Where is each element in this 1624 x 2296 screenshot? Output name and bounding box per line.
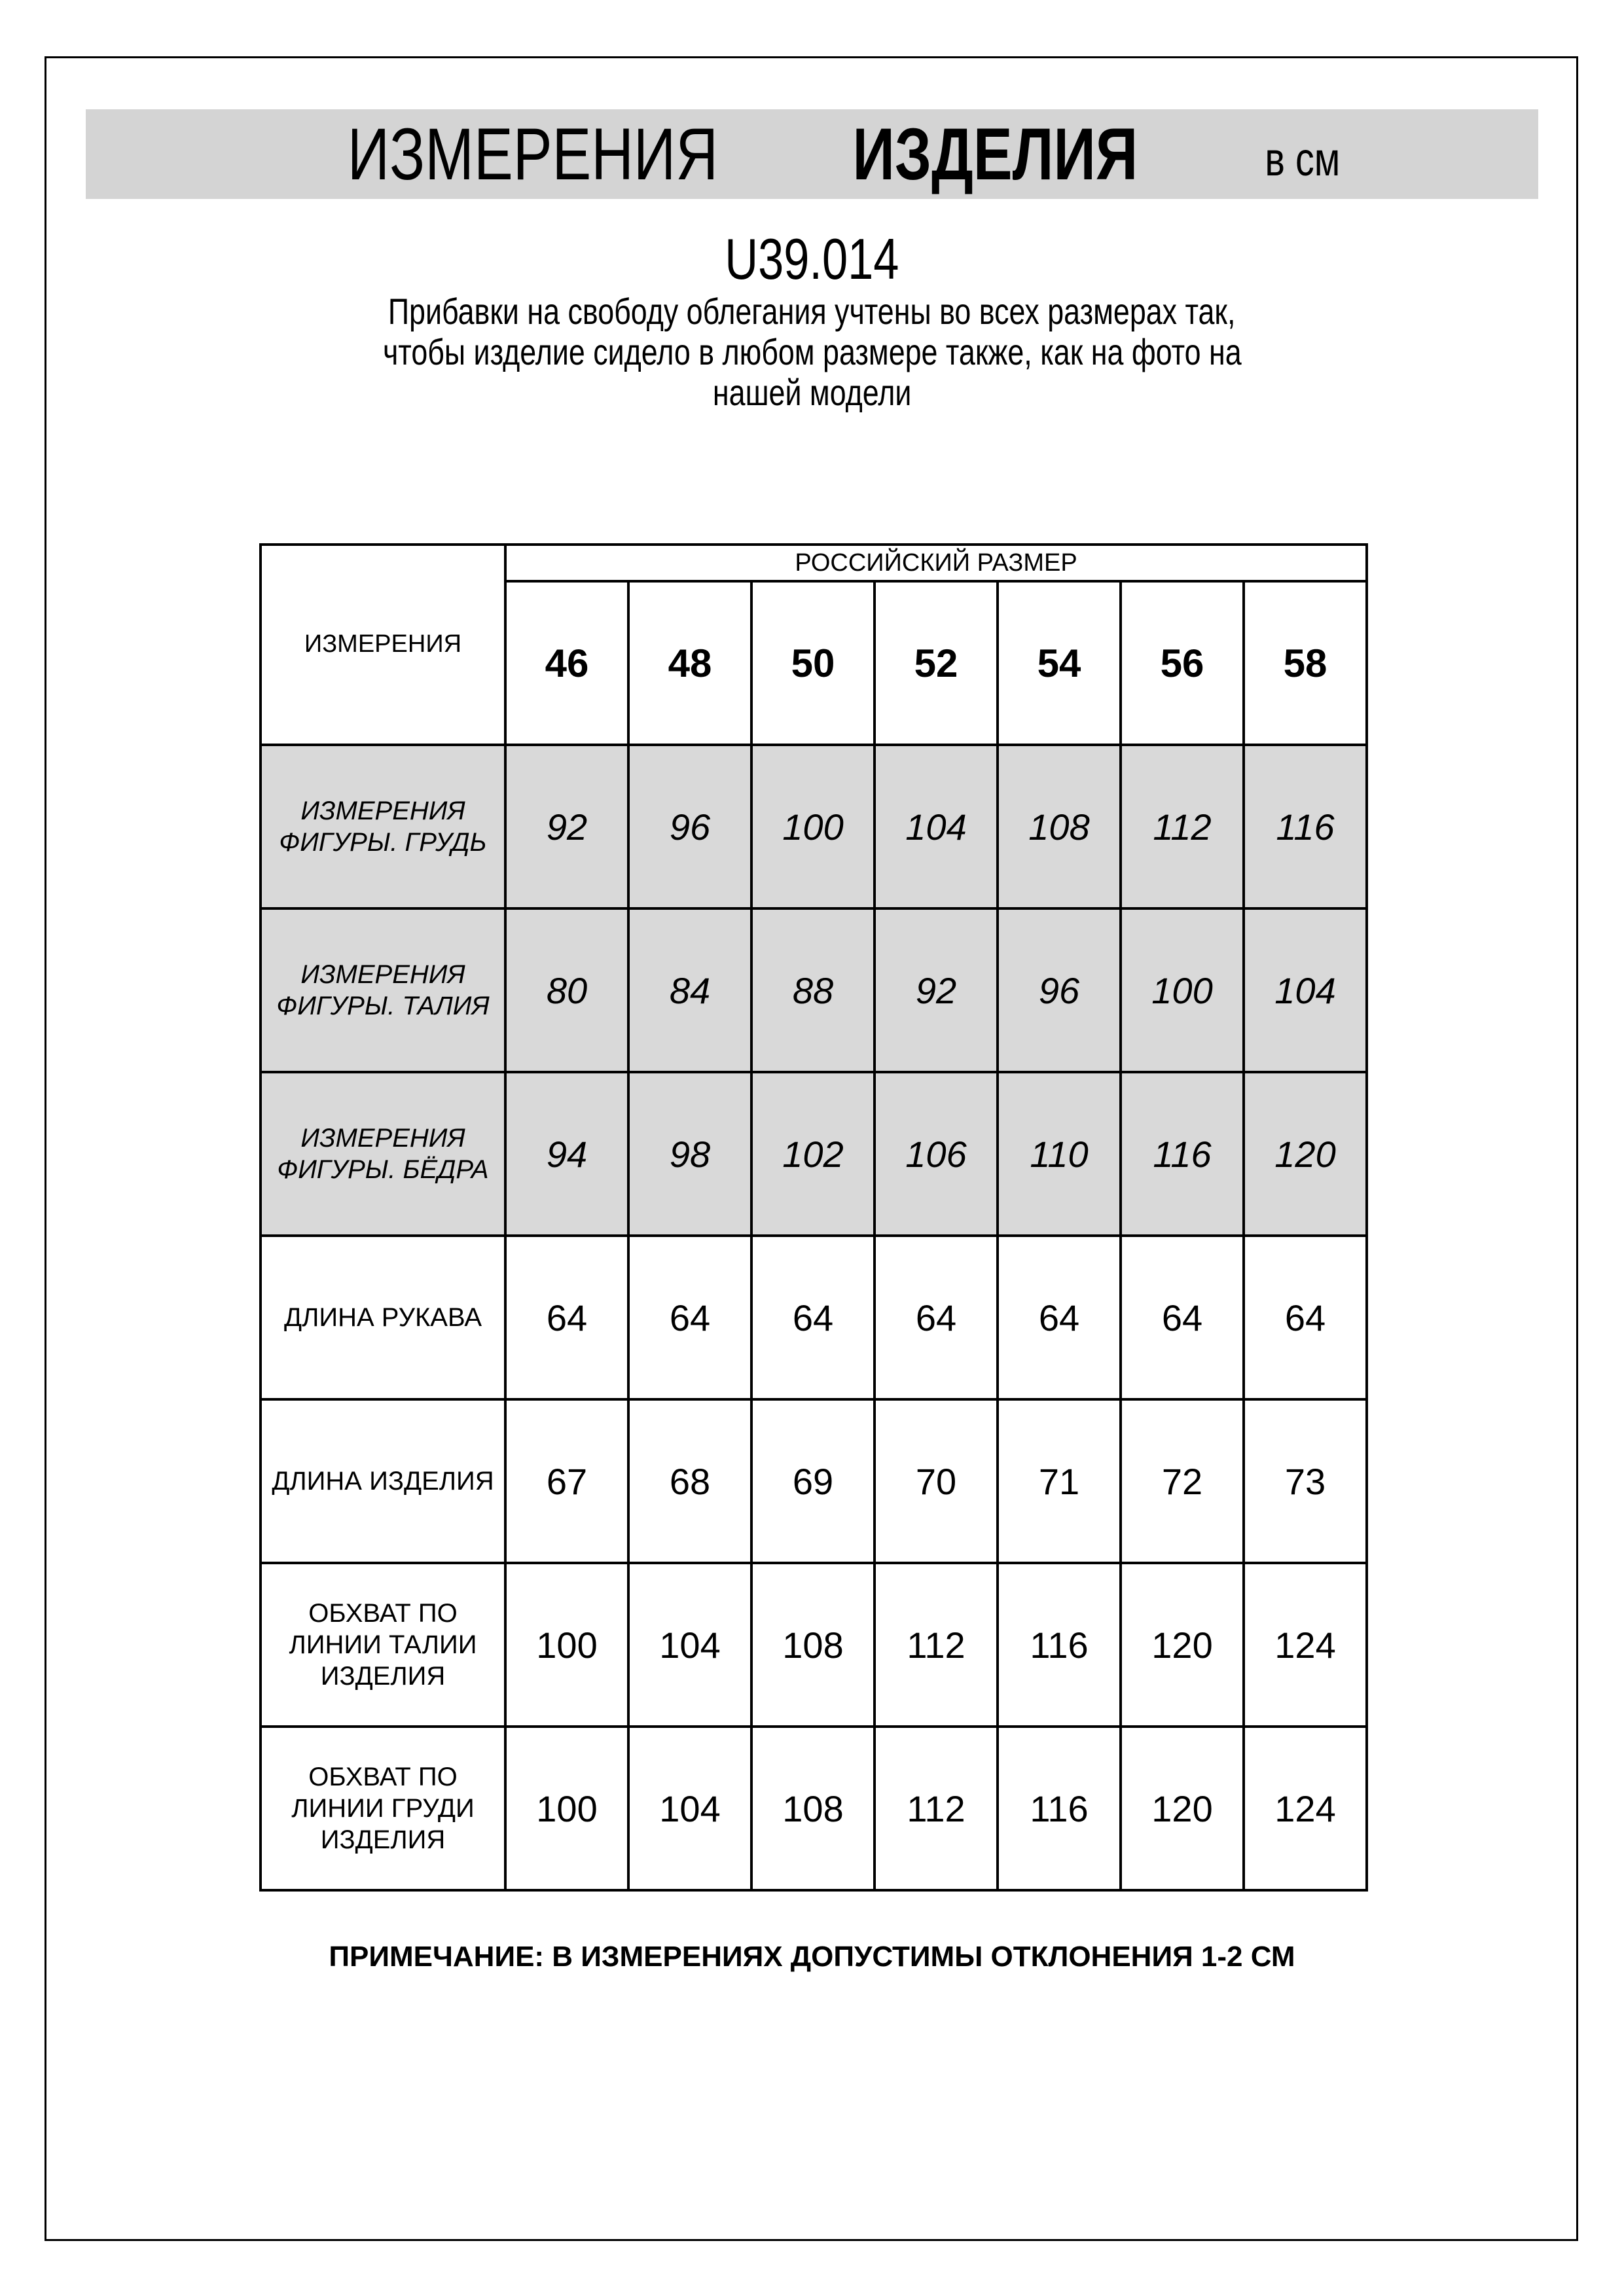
table-cell: 69 (750, 1398, 876, 1564)
table-cell: 104 (627, 1725, 753, 1892)
header-row: ИЗМЕРЕНИЯ РОССИЙСКИЙ РАЗМЕР (259, 543, 1368, 746)
description-text: Прибавки на свободу облегания учтены во … (388, 291, 1236, 332)
size-header: 46 (504, 580, 630, 746)
table-cell: 71 (996, 1398, 1122, 1564)
table-cell: 112 (1119, 744, 1245, 910)
table-cell: 110 (996, 1071, 1122, 1237)
title-measurements: ИЗМЕРЕНИЯ (301, 118, 759, 191)
size-group-label: РОССИЙСКИЙ РАЗМЕР (504, 543, 1368, 583)
table-cell: 96 (627, 744, 753, 910)
size-header: 54 (996, 580, 1122, 746)
table-cell: 102 (750, 1071, 876, 1237)
article-code: U39.014 (0, 230, 1624, 288)
description-line-1: Прибавки на свободу облегания учтены во … (0, 293, 1624, 330)
table-cell: 100 (750, 744, 876, 910)
table-cell: 116 (996, 1725, 1122, 1892)
row-label: ОБХВАТ ПО ЛИНИИ ГРУДИ ИЗДЕЛИЯ (259, 1725, 507, 1892)
page-border (45, 56, 1578, 2241)
description-line-2: чтобы изделие сидело в любом размере так… (0, 334, 1624, 370)
table-cell: 92 (873, 907, 999, 1073)
table-row: ИЗМЕРЕНИЯ ФИГУРЫ. ГРУДЬ 92 96 100 104 108 112 1… (259, 744, 1368, 910)
table-cell: 96 (996, 907, 1122, 1073)
size-header: 52 (873, 580, 999, 746)
title-unit: в см (1231, 136, 1375, 183)
table-cell: 64 (750, 1234, 876, 1401)
table-cell: 70 (873, 1398, 999, 1564)
description-text: нашей модели (712, 372, 912, 413)
row-label: ИЗМЕРЕНИЯ ФИГУРЫ. ГРУДЬ (259, 744, 507, 910)
title-product-text: ИЗДЕЛИЯ (852, 113, 1138, 195)
table-cell: 64 (873, 1234, 999, 1401)
row-label: ОБХВАТ ПО ЛИНИИ ТАЛИИ ИЗДЕЛИЯ (259, 1562, 507, 1728)
note: ПРИМЕЧАНИЕ: В ИЗМЕРЕНИЯХ ДОПУСТИМЫ ОТКЛО… (329, 1941, 1295, 1973)
title-measurements-text: ИЗМЕРЕНИЯ (347, 113, 719, 195)
table-cell: 108 (750, 1725, 876, 1892)
table-cell: 92 (504, 744, 630, 910)
table-cell: 64 (504, 1234, 630, 1401)
table-row: ДЛИНА ИЗДЕЛИЯ 67 68 69 70 71 72 73 (259, 1398, 1368, 1564)
row-label: ДЛИНА ИЗДЕЛИЯ (259, 1398, 507, 1564)
table-cell: 100 (504, 1562, 630, 1728)
size-table: ИЗМЕРЕНИЯ РОССИЙСКИЙ РАЗМЕР 46 48 50 52 54 56 58… (259, 543, 1368, 1892)
title-product: ИЗДЕЛИЯ (799, 118, 1191, 191)
table-cell: 112 (873, 1562, 999, 1728)
table-cell: 120 (1119, 1562, 1245, 1728)
sizes-row: 46 48 50 52 54 56 58 (261, 580, 1368, 746)
table-cell: 80 (504, 907, 630, 1073)
table-row: ИЗМЕРЕНИЯ ФИГУРЫ. ТАЛИЯ 80 84 88 92 96 100 104 (259, 907, 1368, 1073)
table-cell: 67 (504, 1398, 630, 1564)
size-header: 58 (1242, 580, 1368, 746)
table-cell: 104 (627, 1562, 753, 1728)
description-text: чтобы изделие сидело в любом размере так… (382, 331, 1242, 372)
table-cell: 104 (873, 744, 999, 910)
table-cell: 116 (1119, 1071, 1245, 1237)
table-cell: 94 (504, 1071, 630, 1237)
table-row: ОБХВАТ ПО ЛИНИИ ТАЛИИ ИЗДЕЛИЯ 100 104 108 11… (259, 1562, 1368, 1728)
corner-label: ИЗМЕРЕНИЯ (259, 543, 507, 746)
table-cell: 106 (873, 1071, 999, 1237)
article-code-text: U39.014 (725, 226, 899, 291)
table-row: ИЗМЕРЕНИЯ ФИГУРЫ. БЁДРА 94 98 102 106 110 116 1… (259, 1071, 1368, 1237)
table-cell: 124 (1242, 1725, 1368, 1892)
table-cell: 73 (1242, 1398, 1368, 1564)
table-cell: 108 (750, 1562, 876, 1728)
size-header: 48 (627, 580, 753, 746)
table-cell: 120 (1119, 1725, 1245, 1892)
size-header: 50 (750, 580, 876, 746)
table-cell: 100 (1119, 907, 1245, 1073)
table-cell: 64 (1242, 1234, 1368, 1401)
table-cell: 84 (627, 907, 753, 1073)
table-cell: 98 (627, 1071, 753, 1237)
description-line-3: нашей модели (0, 374, 1624, 411)
table-cell: 100 (504, 1725, 630, 1892)
table-cell: 124 (1242, 1562, 1368, 1728)
table-cell: 64 (1119, 1234, 1245, 1401)
table-cell: 104 (1242, 907, 1368, 1073)
table-cell: 64 (996, 1234, 1122, 1401)
row-label: ДЛИНА РУКАВА (259, 1234, 507, 1401)
size-header: 56 (1119, 580, 1245, 746)
table-cell: 116 (996, 1562, 1122, 1728)
table-cell: 112 (873, 1725, 999, 1892)
header-bar (86, 109, 1538, 199)
row-label: ИЗМЕРЕНИЯ ФИГУРЫ. БЁДРА (259, 1071, 507, 1237)
table-cell: 68 (627, 1398, 753, 1564)
table-cell: 64 (627, 1234, 753, 1401)
title-unit-text: в см (1265, 134, 1341, 186)
table-cell: 120 (1242, 1071, 1368, 1237)
row-label: ИЗМЕРЕНИЯ ФИГУРЫ. ТАЛИЯ (259, 907, 507, 1073)
table-row: ОБХВАТ ПО ЛИНИИ ГРУДИ ИЗДЕЛИЯ 100 104 108 11… (259, 1725, 1368, 1892)
table-cell: 108 (996, 744, 1122, 910)
table-cell: 88 (750, 907, 876, 1073)
table-cell: 72 (1119, 1398, 1245, 1564)
table-row: ДЛИНА РУКАВА 64 64 64 64 64 64 64 (259, 1234, 1368, 1401)
table-cell: 116 (1242, 744, 1368, 910)
